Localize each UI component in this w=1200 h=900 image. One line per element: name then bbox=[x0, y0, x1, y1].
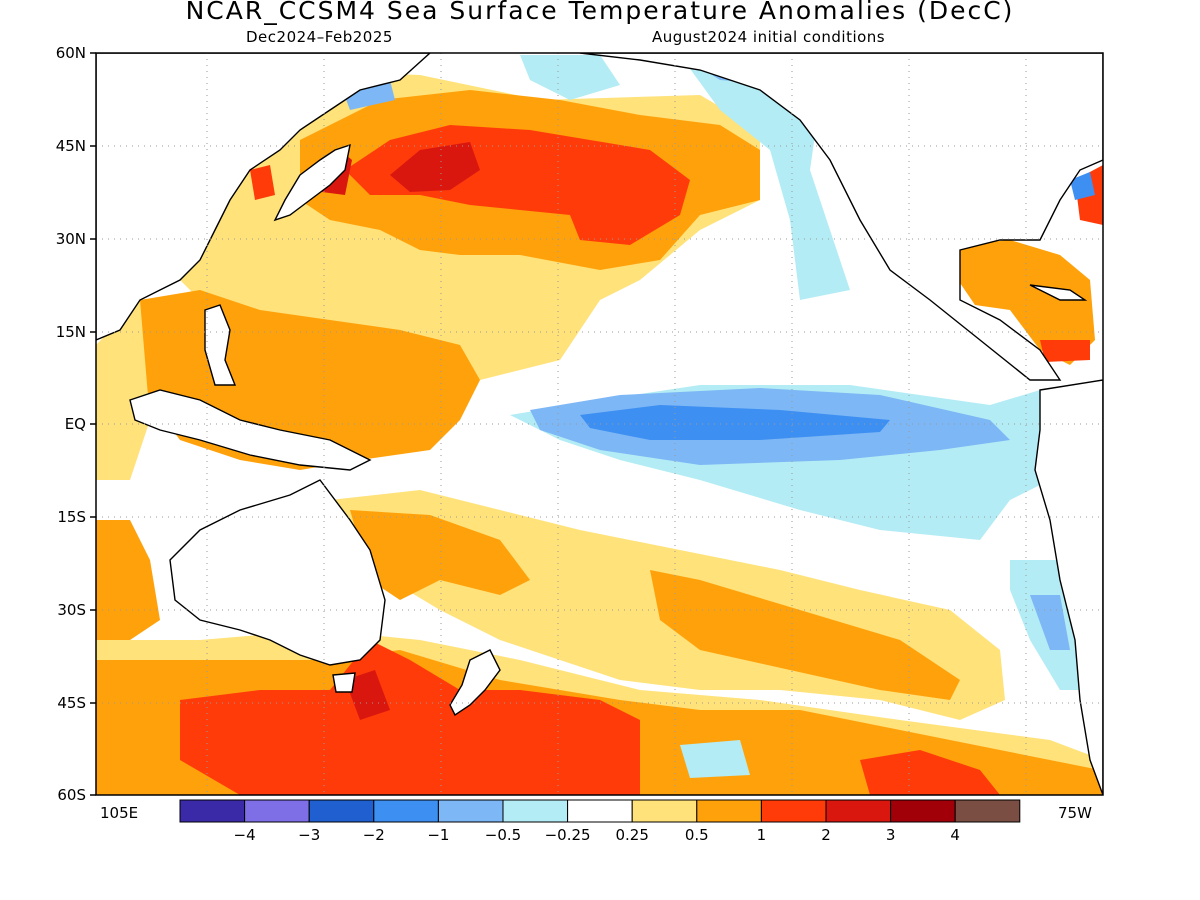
colorbar-level-label: 3 bbox=[885, 826, 896, 844]
colorbar-swatch-8 bbox=[696, 799, 762, 823]
colorbar-swatch-1 bbox=[244, 799, 310, 823]
colorbar-swatch-6 bbox=[567, 799, 633, 823]
lat-label-30n: 30N bbox=[55, 230, 86, 248]
southern-ocean-hot-east bbox=[860, 750, 1000, 795]
indonesia bbox=[129, 389, 372, 471]
southeast-pacific-cool-core bbox=[1030, 595, 1070, 650]
colorbar-level-label: −0.5 bbox=[484, 826, 522, 844]
korea-hot bbox=[250, 165, 275, 200]
southeast-asia-warm bbox=[96, 300, 150, 480]
land bbox=[96, 53, 1103, 795]
lat-label-45n: 45N bbox=[55, 137, 86, 155]
philippines bbox=[204, 304, 237, 386]
lat-label-30s: 30S bbox=[57, 601, 86, 619]
japan bbox=[273, 143, 351, 222]
new-zealand bbox=[449, 649, 501, 717]
cuba bbox=[1029, 284, 1088, 301]
gulf-of-mexico-warm bbox=[958, 240, 1095, 365]
page-title: NCAR_CCSM4 Sea Surface Temperature Anoma… bbox=[185, 0, 1015, 25]
colorbar-level-label: −3 bbox=[298, 826, 321, 844]
colorbar-level-label: −0.25 bbox=[544, 826, 591, 844]
colorbar-level-label: 0.25 bbox=[615, 826, 649, 844]
lat-ticks bbox=[90, 52, 96, 796]
forecast-period: Dec2024–Feb2025 bbox=[246, 28, 393, 46]
north-pacific-hottest bbox=[390, 142, 480, 192]
colorbar-swatch-12 bbox=[954, 799, 1021, 823]
colorbar-level-label: 2 bbox=[821, 826, 831, 844]
colorbar-level-label: −2 bbox=[362, 826, 385, 844]
graticule bbox=[96, 53, 1103, 795]
lat-label-eq: EQ bbox=[64, 415, 86, 433]
atlantic-cool bbox=[1070, 172, 1095, 200]
lat-label-15n: 15N bbox=[55, 323, 86, 341]
colorbar-swatch-5 bbox=[502, 799, 569, 823]
colorbar-swatch-3 bbox=[373, 799, 439, 823]
south-pacific-warm-band bbox=[650, 570, 960, 700]
southern-cool-patch bbox=[680, 740, 750, 778]
colorbar-swatch-2 bbox=[308, 799, 375, 823]
colorbar-swatch-7 bbox=[631, 799, 698, 823]
colorbar-level-label: −4 bbox=[233, 826, 256, 844]
lat-label-60n: 60N bbox=[55, 44, 86, 62]
tasman-hottest bbox=[345, 670, 390, 720]
lon-label-left: 105E bbox=[100, 804, 139, 822]
colorbar-level-label: −1 bbox=[427, 826, 450, 844]
australia bbox=[169, 479, 386, 666]
coral-sea-warm bbox=[350, 510, 530, 600]
colorbar-swatch-4 bbox=[437, 799, 504, 823]
colorbar-level-label: 1 bbox=[756, 826, 767, 844]
equatorial-cool-core bbox=[580, 405, 890, 440]
tasmania bbox=[332, 672, 356, 693]
asia-landmass bbox=[96, 53, 432, 341]
lat-label-60s: 60S bbox=[57, 786, 86, 804]
colorbar-level-label: 4 bbox=[950, 826, 960, 844]
north-cool-patch-2 bbox=[520, 55, 620, 100]
southern-ocean-hot bbox=[180, 640, 640, 795]
north-america bbox=[579, 53, 1103, 381]
colorbar-swatch-9 bbox=[760, 799, 827, 823]
colorbar-swatch-0 bbox=[179, 799, 246, 823]
south-america bbox=[1034, 379, 1103, 795]
caribbean-hot bbox=[1040, 340, 1090, 362]
colorbar-swatch-11 bbox=[890, 799, 956, 823]
colorbar-level-label: 0.5 bbox=[684, 826, 709, 844]
colorbar-swatch-10 bbox=[825, 799, 892, 823]
initial-conditions: August2024 initial conditions bbox=[652, 28, 886, 46]
lat-label-15s: 15S bbox=[57, 508, 86, 526]
lat-label-45s: 45S bbox=[57, 694, 86, 712]
lon-label-right: 75W bbox=[1058, 804, 1092, 822]
